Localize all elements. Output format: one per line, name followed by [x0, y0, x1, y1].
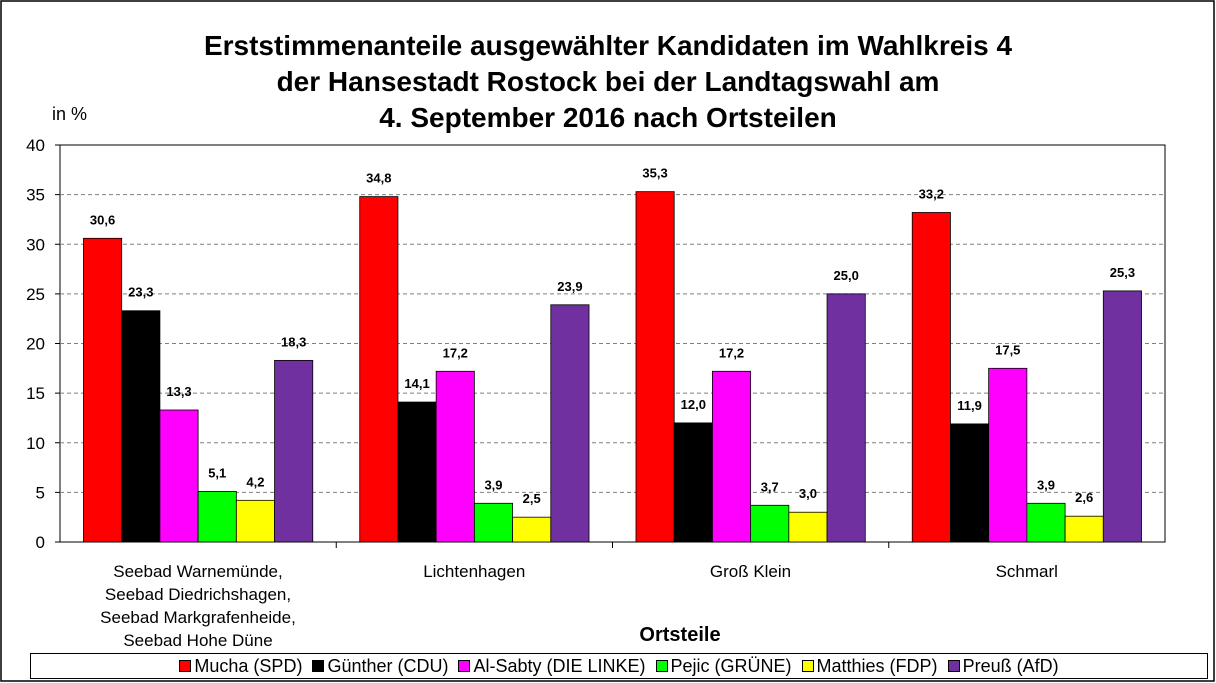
bar	[712, 370, 752, 543]
value-label: 23,9	[557, 279, 582, 294]
legend-item: Günther (CDU)	[312, 656, 448, 677]
y-tick-label: 30	[26, 235, 45, 254]
bar	[673, 422, 713, 543]
bar	[1102, 290, 1142, 543]
value-label: 11,9	[957, 398, 982, 413]
legend-item: Al-Sabty (DIE LINKE)	[458, 655, 646, 677]
legend-item: Pejic (GRÜNE)	[655, 655, 792, 677]
y-tick-label: 15	[26, 384, 45, 403]
bar	[550, 304, 590, 543]
bar	[435, 370, 475, 543]
legend-item: Matthies (FDP)	[801, 655, 938, 677]
bar	[950, 423, 990, 543]
bar	[235, 499, 275, 543]
bar	[512, 516, 552, 543]
bar	[121, 310, 161, 543]
legend-item: Preuß (AfD)	[947, 655, 1059, 677]
value-label: 30,6	[90, 212, 115, 227]
value-label: 17,5	[995, 342, 1020, 357]
legend-label: Pejic (GRÜNE)	[670, 655, 792, 676]
bar	[197, 490, 237, 543]
value-label: 2,6	[1075, 490, 1093, 505]
value-label: 33,2	[919, 186, 944, 201]
legend-item: Mucha (SPD)	[179, 656, 302, 677]
value-label: 17,2	[719, 345, 744, 360]
bar	[473, 502, 513, 543]
bar	[83, 237, 123, 543]
legend-swatch	[312, 660, 325, 672]
value-label: 25,0	[834, 268, 859, 283]
legend-swatch	[947, 660, 960, 672]
value-label: 3,7	[761, 479, 779, 494]
legend-swatch	[655, 660, 668, 672]
y-tick-label: 20	[26, 335, 45, 354]
value-label: 17,2	[443, 345, 468, 360]
legend-swatch	[458, 660, 471, 672]
value-label: 5,1	[208, 465, 226, 480]
value-label: 3,0	[799, 486, 817, 501]
x-axis-label: Ortsteile	[639, 624, 721, 646]
legend-label: Mucha (SPD)	[194, 655, 303, 676]
legend-label: Matthies (FDP)	[816, 655, 938, 676]
value-label: 3,9	[1037, 477, 1055, 492]
value-label: 23,3	[128, 285, 153, 300]
legend-swatch	[801, 660, 814, 672]
value-label: 4,2	[246, 474, 264, 489]
bar	[359, 196, 399, 543]
x-tick-label: Seebad Warnemünde, Seebad Diedrichshagen…	[100, 562, 296, 650]
bar	[397, 401, 437, 543]
y-tick-label: 5	[36, 483, 45, 502]
value-label: 12,0	[681, 397, 706, 412]
value-label: 34,8	[366, 171, 391, 186]
x-tick-label: Groß Klein	[709, 562, 792, 581]
y-tick-label: 25	[26, 285, 45, 304]
y-tick-label: 10	[26, 434, 45, 453]
legend-label: Al-Sabty (DIE LINKE)	[473, 655, 646, 676]
value-label: 18,3	[281, 334, 306, 349]
bar	[159, 409, 199, 543]
bar	[750, 504, 790, 543]
y-tick-label: 35	[26, 186, 45, 205]
y-tick-label: 0	[36, 533, 45, 552]
x-tick-label: Schmarl	[995, 562, 1058, 581]
value-label: 3,9	[484, 477, 502, 492]
legend-label: Günther (CDU)	[327, 655, 449, 676]
bar	[1026, 502, 1066, 543]
bar	[826, 293, 866, 543]
value-label: 13,3	[166, 384, 191, 399]
value-label: 2,5	[523, 491, 541, 506]
bar	[911, 212, 951, 543]
y-tick-label: 40	[26, 136, 45, 155]
bar	[788, 511, 828, 543]
legend-swatch	[179, 660, 192, 672]
legend-label: Preuß (AfD)	[962, 655, 1059, 676]
bar	[988, 367, 1028, 543]
legend: Mucha (SPD) Günther (CDU) Al-Sabty (DIE LI…	[30, 653, 1208, 679]
value-label: 14,1	[404, 376, 429, 391]
bar	[635, 191, 675, 543]
bar	[274, 359, 314, 543]
value-label: 25,3	[1110, 265, 1135, 280]
bar	[1064, 515, 1104, 543]
chart-title: Erststimmenanteile ausgewählter Kandidat…	[203, 30, 1013, 133]
x-tick-label: Lichtenhagen	[423, 562, 526, 581]
y-axis-label: in %	[52, 104, 88, 124]
value-label: 35,3	[642, 166, 667, 181]
